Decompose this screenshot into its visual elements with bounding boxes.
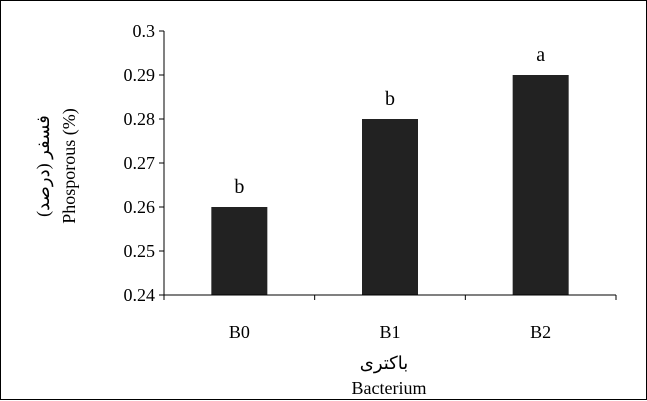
y-tick-label: 0.28 xyxy=(124,109,156,129)
bar-b2 xyxy=(512,75,569,295)
y-axis-label-persian: فسفر (درصد) xyxy=(33,115,54,217)
x-tick-label: B1 xyxy=(379,322,400,342)
significance-letter: a xyxy=(536,44,545,66)
x-tick-label: B0 xyxy=(229,322,250,342)
y-tick-label: 0.24 xyxy=(124,285,156,305)
y-tick-label: 0.25 xyxy=(124,241,156,261)
bar-b1 xyxy=(362,119,418,295)
y-axis-label: Phosporous (%) xyxy=(59,108,80,224)
y-tick-label: 0.3 xyxy=(133,21,156,41)
bar-b0 xyxy=(211,207,268,295)
significance-letter: b xyxy=(385,88,395,110)
x-axis-label-persian: باکتری xyxy=(360,353,409,374)
y-tick-label: 0.29 xyxy=(124,65,156,85)
x-tick-label: B2 xyxy=(530,322,551,342)
y-tick-label: 0.26 xyxy=(124,197,156,217)
y-tick-label: 0.27 xyxy=(124,153,156,173)
x-axis-label: Bacterium xyxy=(352,378,427,398)
significance-letter: b xyxy=(234,176,244,198)
